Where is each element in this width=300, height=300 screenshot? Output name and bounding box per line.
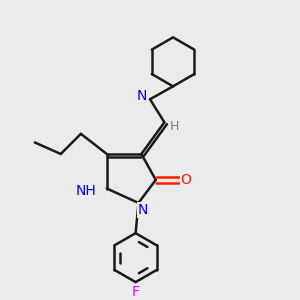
Text: F: F (132, 285, 140, 299)
Text: N: N (136, 89, 147, 103)
Text: N: N (138, 203, 148, 217)
Text: NH: NH (76, 184, 97, 198)
Text: O: O (181, 173, 191, 187)
Text: H: H (170, 120, 179, 133)
